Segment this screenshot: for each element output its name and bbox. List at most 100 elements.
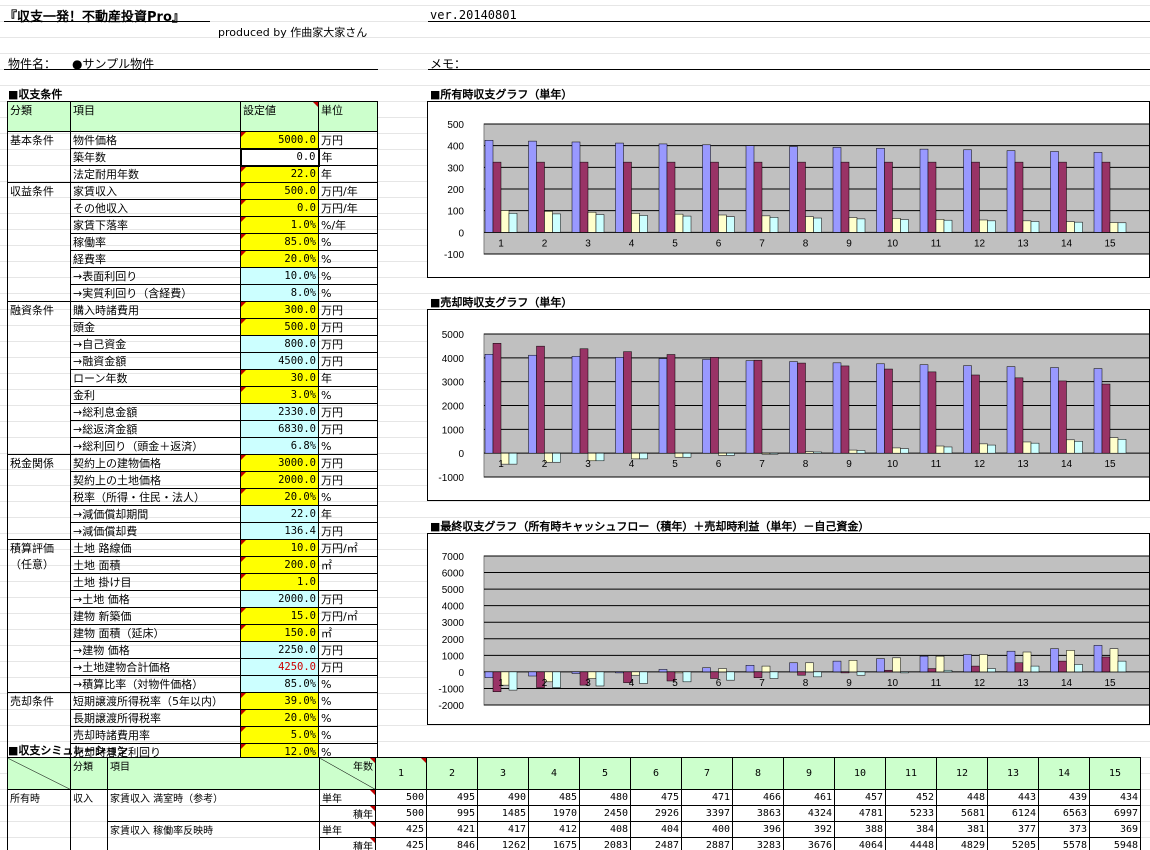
condition-row: 長期譲渡所得税率 20.0%% [8, 709, 378, 727]
condition-value[interactable]: 22.0 [240, 165, 319, 183]
condition-value[interactable]: 3.0% [240, 386, 319, 404]
bar [876, 363, 885, 454]
bar [805, 662, 814, 673]
bar [797, 161, 806, 233]
chart-sale-annual[interactable]: -1000 0 1000 2000 3000 4000 5000 1 2 3 4 5 6 7 8 9 10 11 1… [427, 309, 1150, 501]
bar [544, 211, 553, 233]
condition-row: 建物 面積（延床） 150.0 ㎡ [8, 624, 378, 642]
memo-underline [428, 69, 1150, 70]
condition-row: 収益条件 家賃収入 500.0 万円/年 [7, 182, 378, 302]
condition-value[interactable]: 2000.0 [240, 471, 319, 489]
condition-value: 4500.0 [240, 352, 319, 370]
condition-value[interactable]: 1.0 [240, 573, 319, 591]
credit-label: produced by 作曲家大家さん [218, 26, 368, 39]
bar [666, 161, 676, 233]
bar [1101, 383, 1111, 454]
condition-value[interactable]: 10.0 [240, 539, 319, 557]
condition-value[interactable]: 500.0 [240, 318, 319, 336]
condition-unit: 万円 [318, 335, 378, 353]
condition-value[interactable]: 0.0 [239, 147, 320, 167]
bar [805, 216, 814, 233]
year-header-cell: 8 [732, 757, 784, 790]
condition-value[interactable]: 85.0% [240, 233, 319, 251]
condition-value[interactable]: 5000.0 [240, 131, 319, 149]
condition-value[interactable]: 20.0% [240, 250, 319, 268]
condition-unit: ㎡ [318, 556, 378, 574]
simulation-value: 5205 [987, 837, 1039, 850]
simulation-value: 490 [477, 789, 529, 806]
condition-value[interactable]: 200.0 [240, 556, 319, 574]
x-tick-label: 1 [498, 238, 504, 249]
bar [674, 213, 684, 233]
x-tick-label: 3 [585, 678, 591, 689]
condition-row: →表面利回り 10.0%% [8, 267, 378, 285]
header-sim-category: 分類 [70, 757, 108, 790]
year-header-cell: 15 [1089, 757, 1141, 790]
bar [623, 351, 632, 454]
condition-value[interactable]: 30.0 [240, 369, 319, 387]
condition-row: →土地建物合計価格 4250.0 万円 [8, 658, 378, 676]
year-header-cell: 5 [579, 757, 631, 790]
simulation-value: 1970 [528, 805, 580, 822]
x-tick-label: 6 [716, 459, 722, 470]
condition-unit: 年 [318, 369, 378, 387]
condition-value[interactable]: 39.0% [240, 692, 319, 710]
condition-unit: 年 [318, 148, 378, 166]
bar [1109, 648, 1119, 673]
bar [856, 218, 866, 233]
condition-unit: 万円 [318, 522, 378, 540]
condition-value[interactable]: 15.0 [240, 607, 319, 625]
x-tick-label: 7 [759, 459, 765, 470]
condition-item: 物件価格 [70, 131, 241, 149]
condition-value[interactable]: 20.0% [240, 709, 319, 727]
simulation-value: 6563 [1038, 805, 1090, 822]
bar [979, 654, 988, 673]
simulation-kind: 積年 [319, 805, 376, 822]
bar [702, 667, 711, 673]
condition-row: →実質利回り（含経費） 8.0%% [8, 284, 378, 302]
condition-value[interactable]: 1.0% [240, 216, 319, 234]
condition-unit: % [318, 284, 378, 302]
bar [1030, 665, 1040, 673]
simulation-value: 485 [528, 789, 580, 806]
bar [971, 374, 980, 454]
chart2-title: ■売却時収支グラフ（単年） [430, 296, 573, 309]
x-tick-label: 11 [931, 678, 942, 689]
chart-final-balance[interactable]: -2000 -1000 0 1000 2000 3000 4000 5000 6000 7000 1… [427, 533, 1150, 725]
condition-value: 6830.0 [240, 420, 319, 438]
y-tick-label: -1000 [438, 473, 464, 484]
simulation-value: 408 [579, 821, 631, 838]
condition-value[interactable]: 20.0% [240, 488, 319, 506]
y-tick-label: -1000 [438, 684, 464, 695]
y-tick-label: 100 [447, 207, 464, 218]
condition-category: 融資条件 [7, 301, 71, 455]
bar [813, 671, 822, 678]
simulation-value: 5578 [1038, 837, 1090, 850]
condition-value[interactable]: 300.0 [240, 301, 319, 319]
bar [745, 145, 755, 233]
bar [1109, 222, 1119, 233]
condition-value[interactable]: 12.0% [240, 743, 319, 761]
bar [710, 671, 719, 679]
condition-value[interactable]: 150.0 [240, 624, 319, 642]
condition-item: その他収入 [70, 199, 241, 217]
condition-item: 売却時想定利回り [70, 743, 241, 761]
simulation-kind: 積年 [319, 837, 376, 850]
condition-unit: 万円/年 [318, 182, 378, 200]
bar [987, 220, 996, 233]
bar [718, 452, 727, 456]
title-underline [4, 21, 210, 22]
bar [884, 669, 893, 673]
chart-owned-annual[interactable]: -100 0 100 200 300 400 500 1 2 3 4 5 6 7 8 9 10 11 12 13 14 1… [427, 101, 1150, 278]
condition-item: 土地 路線価 [70, 539, 241, 557]
version-underline [428, 21, 1150, 22]
condition-value[interactable]: 3000.0 [240, 454, 319, 472]
condition-value[interactable]: 5.0% [240, 726, 319, 744]
property-name-field[interactable]: ●サンプル物件 [72, 57, 155, 71]
condition-value[interactable]: 500.0 [240, 182, 319, 200]
chart1-title: ■所有時収支グラフ（単年） [430, 88, 573, 101]
condition-value: 2000.0 [240, 590, 319, 608]
condition-value[interactable]: 0.0 [240, 199, 319, 217]
simulation-item: 家賃収入 満室時（参考） [107, 789, 320, 822]
chart3-title: ■最終収支グラフ（所有時キャッシュフロー（積年）＋売却時利益（単年）－自己資金） [430, 520, 870, 533]
